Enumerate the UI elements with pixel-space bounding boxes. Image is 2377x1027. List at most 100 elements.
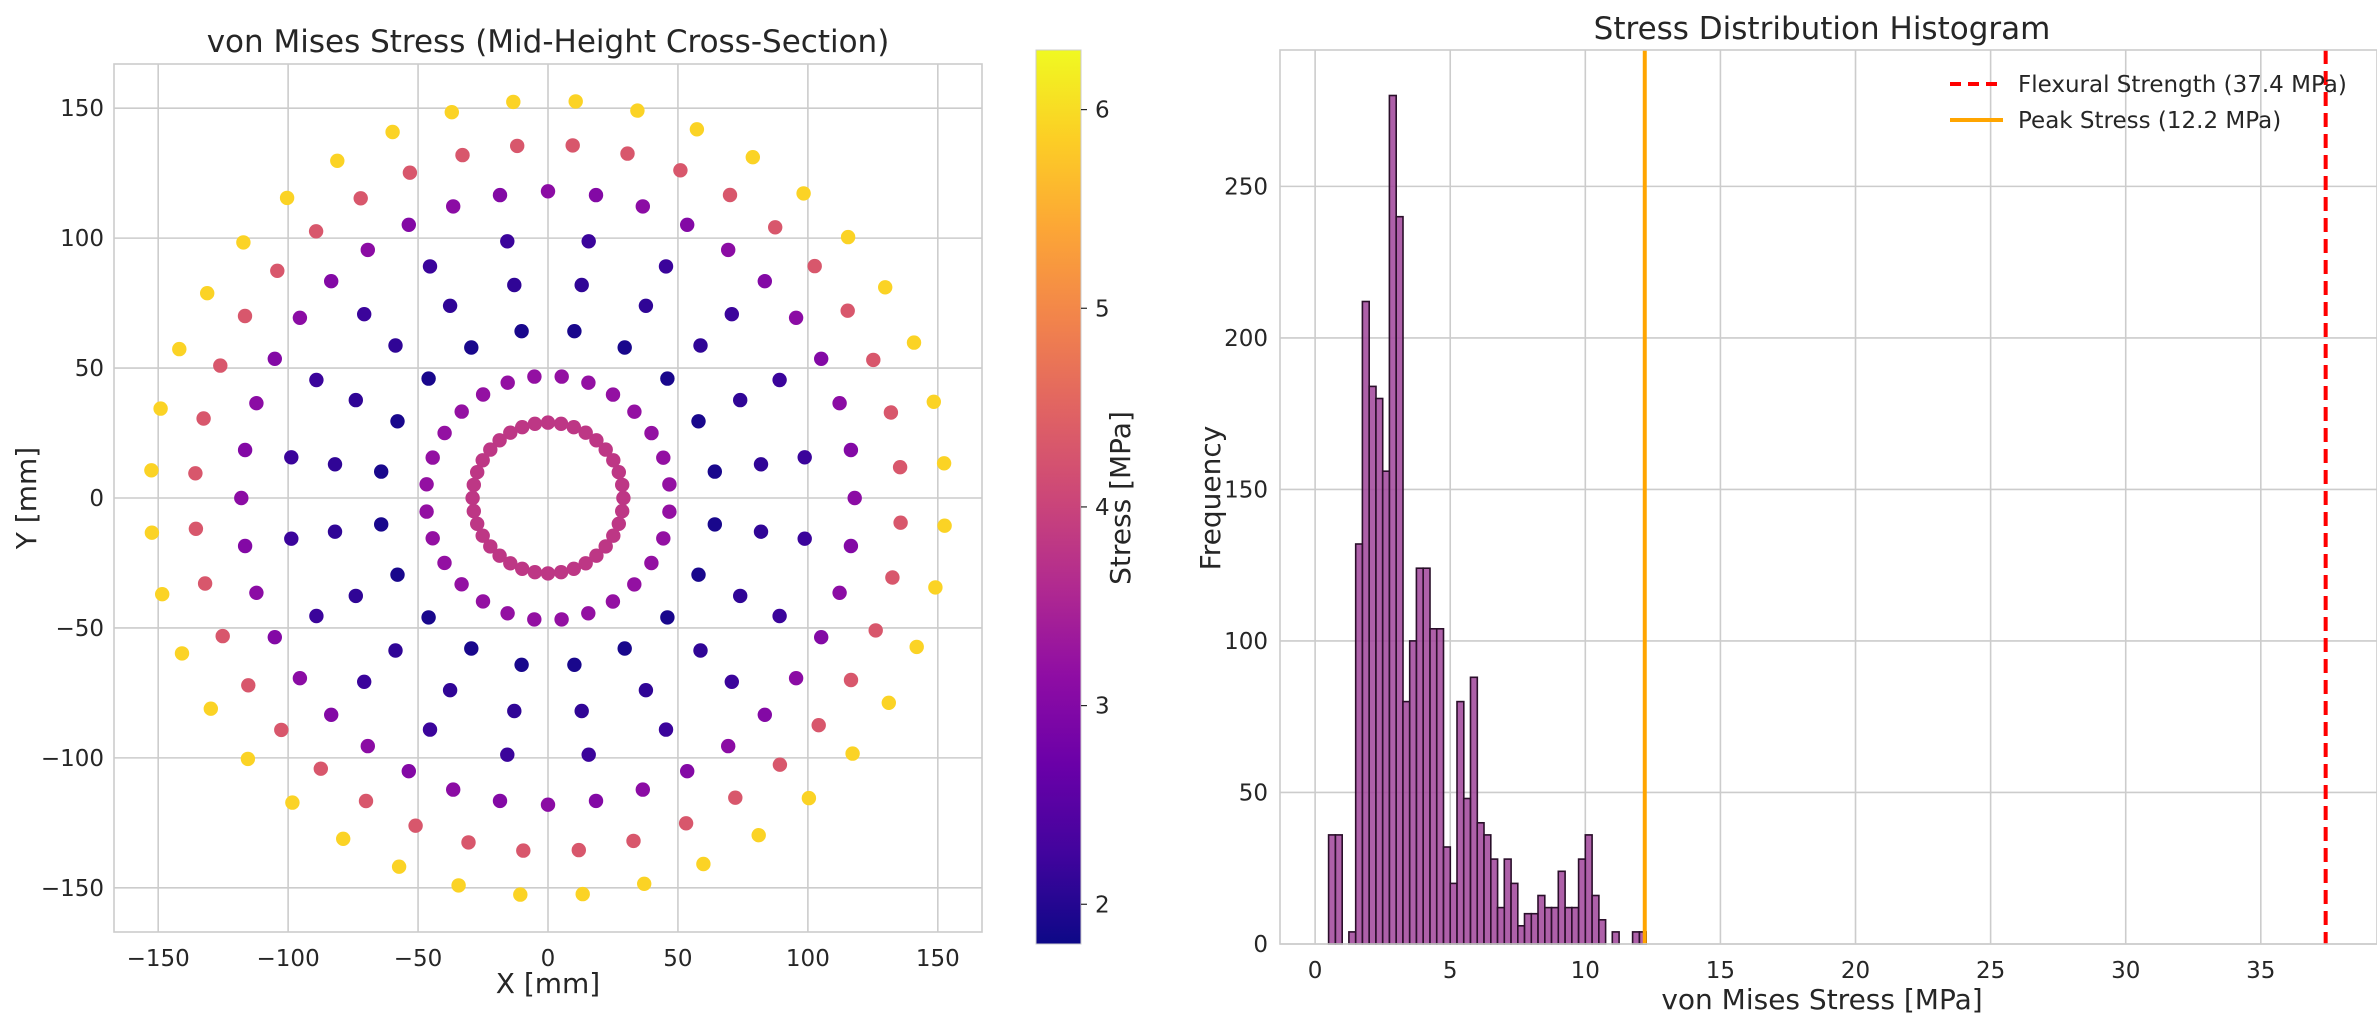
histogram-bar[interactable] (1476, 821, 1485, 945)
histogram-bar[interactable] (1530, 912, 1539, 945)
histogram-bar[interactable] (1550, 906, 1560, 945)
scatter-point[interactable] (578, 425, 593, 440)
scatter-point[interactable] (565, 138, 580, 153)
scatter-point[interactable] (249, 396, 264, 411)
scatter-point[interactable] (330, 153, 345, 168)
scatter-point[interactable] (279, 190, 295, 206)
scatter-point[interactable] (324, 707, 339, 722)
scatter-point[interactable] (514, 657, 529, 672)
scatter-point[interactable] (267, 351, 282, 366)
scatter-point[interactable] (200, 286, 215, 301)
scatter-point[interactable] (385, 124, 400, 140)
histogram-bar[interactable] (1591, 894, 1600, 945)
scatter-point[interactable] (455, 147, 470, 163)
scatter-point[interactable] (568, 94, 583, 109)
scatter-point[interactable] (514, 324, 529, 339)
scatter-point[interactable] (475, 453, 490, 468)
scatter-point[interactable] (680, 764, 695, 779)
scatter-point[interactable] (353, 191, 368, 206)
scatter-point[interactable] (589, 548, 604, 563)
scatter-point[interactable] (313, 761, 328, 776)
scatter-point[interactable] (308, 224, 324, 239)
scatter-point[interactable] (728, 790, 743, 805)
scatter-point[interactable] (660, 610, 675, 625)
scatter-point[interactable] (360, 738, 375, 754)
scatter-point[interactable] (348, 588, 363, 604)
scatter-point[interactable] (745, 150, 760, 165)
scatter-point[interactable] (847, 490, 862, 506)
scatter-point[interactable] (492, 548, 507, 563)
scatter-point[interactable] (451, 878, 466, 893)
histogram-bar[interactable] (1375, 397, 1384, 945)
scatter-point[interactable] (237, 442, 253, 458)
scatter-point[interactable] (868, 623, 883, 638)
histogram-bar[interactable] (1361, 300, 1371, 945)
scatter-point[interactable] (503, 425, 518, 440)
scatter-point[interactable] (492, 433, 507, 448)
scatter-point[interactable] (724, 307, 739, 322)
scatter-point[interactable] (483, 539, 498, 554)
scatter-point[interactable] (516, 843, 531, 858)
scatter-point[interactable] (801, 790, 817, 806)
scatter-point[interactable] (240, 751, 256, 767)
scatter-point[interactable] (360, 242, 375, 258)
scatter-point[interactable] (693, 338, 708, 353)
scatter-point[interactable] (155, 587, 170, 602)
scatter-point[interactable] (644, 555, 659, 571)
histogram-bar[interactable] (1557, 870, 1566, 945)
scatter-point[interactable] (388, 643, 403, 658)
scatter-point[interactable] (881, 695, 896, 710)
histogram-bar[interactable] (1354, 543, 1364, 945)
scatter-point[interactable] (348, 392, 363, 408)
histogram-bar[interactable] (1503, 858, 1512, 945)
scatter-point[interactable] (475, 594, 491, 609)
scatter-point[interactable] (721, 738, 736, 754)
scatter-point[interactable] (437, 555, 452, 571)
scatter-point[interactable] (285, 795, 300, 810)
histogram-bar[interactable] (1395, 215, 1404, 945)
scatter-point[interactable] (658, 259, 674, 274)
scatter-point[interactable] (660, 371, 675, 386)
histogram-bar[interactable] (1456, 700, 1465, 945)
scatter-point[interactable] (637, 876, 652, 891)
scatter-point[interactable] (722, 187, 738, 203)
scatter-point[interactable] (492, 187, 508, 203)
scatter-point[interactable] (446, 199, 461, 214)
scatter-point[interactable] (581, 375, 596, 390)
scatter-point[interactable] (753, 457, 769, 472)
scatter-point[interactable] (832, 396, 847, 411)
histogram-bar[interactable] (1408, 640, 1418, 945)
scatter-point[interactable] (270, 263, 285, 278)
scatter-point[interactable] (425, 531, 440, 546)
scatter-point[interactable] (606, 528, 621, 543)
histogram-bar[interactable] (1381, 470, 1391, 945)
scatter-point[interactable] (215, 628, 230, 644)
scatter-point[interactable] (515, 420, 530, 435)
scatter-point[interactable] (615, 503, 630, 519)
scatter-point[interactable] (357, 307, 372, 322)
scatter-point[interactable] (419, 504, 434, 519)
scatter-point[interactable] (843, 442, 859, 458)
histogram-bar[interactable] (1537, 894, 1546, 945)
scatter-point[interactable] (845, 746, 860, 761)
histogram-bar[interactable] (1469, 676, 1479, 945)
scatter-point[interactable] (768, 220, 783, 235)
scatter-point[interactable] (656, 531, 671, 546)
scatter-point[interactable] (188, 521, 204, 536)
scatter-point[interactable] (615, 477, 630, 493)
histogram-bar[interactable] (1449, 882, 1458, 945)
scatter-point[interactable] (515, 561, 530, 576)
scatter-point[interactable] (598, 539, 613, 554)
scatter-point[interactable] (357, 674, 372, 689)
scatter-point[interactable] (893, 515, 908, 530)
scatter-point[interactable] (581, 747, 596, 762)
scatter-point[interactable] (309, 608, 324, 624)
histogram-bar[interactable] (1611, 931, 1620, 945)
scatter-point[interactable] (188, 466, 203, 481)
scatter-point[interactable] (788, 671, 804, 686)
scatter-point[interactable] (470, 465, 485, 480)
scatter-point[interactable] (574, 703, 589, 719)
scatter-point[interactable] (213, 358, 228, 373)
scatter-point[interactable] (249, 585, 264, 600)
scatter-point[interactable] (707, 464, 722, 479)
